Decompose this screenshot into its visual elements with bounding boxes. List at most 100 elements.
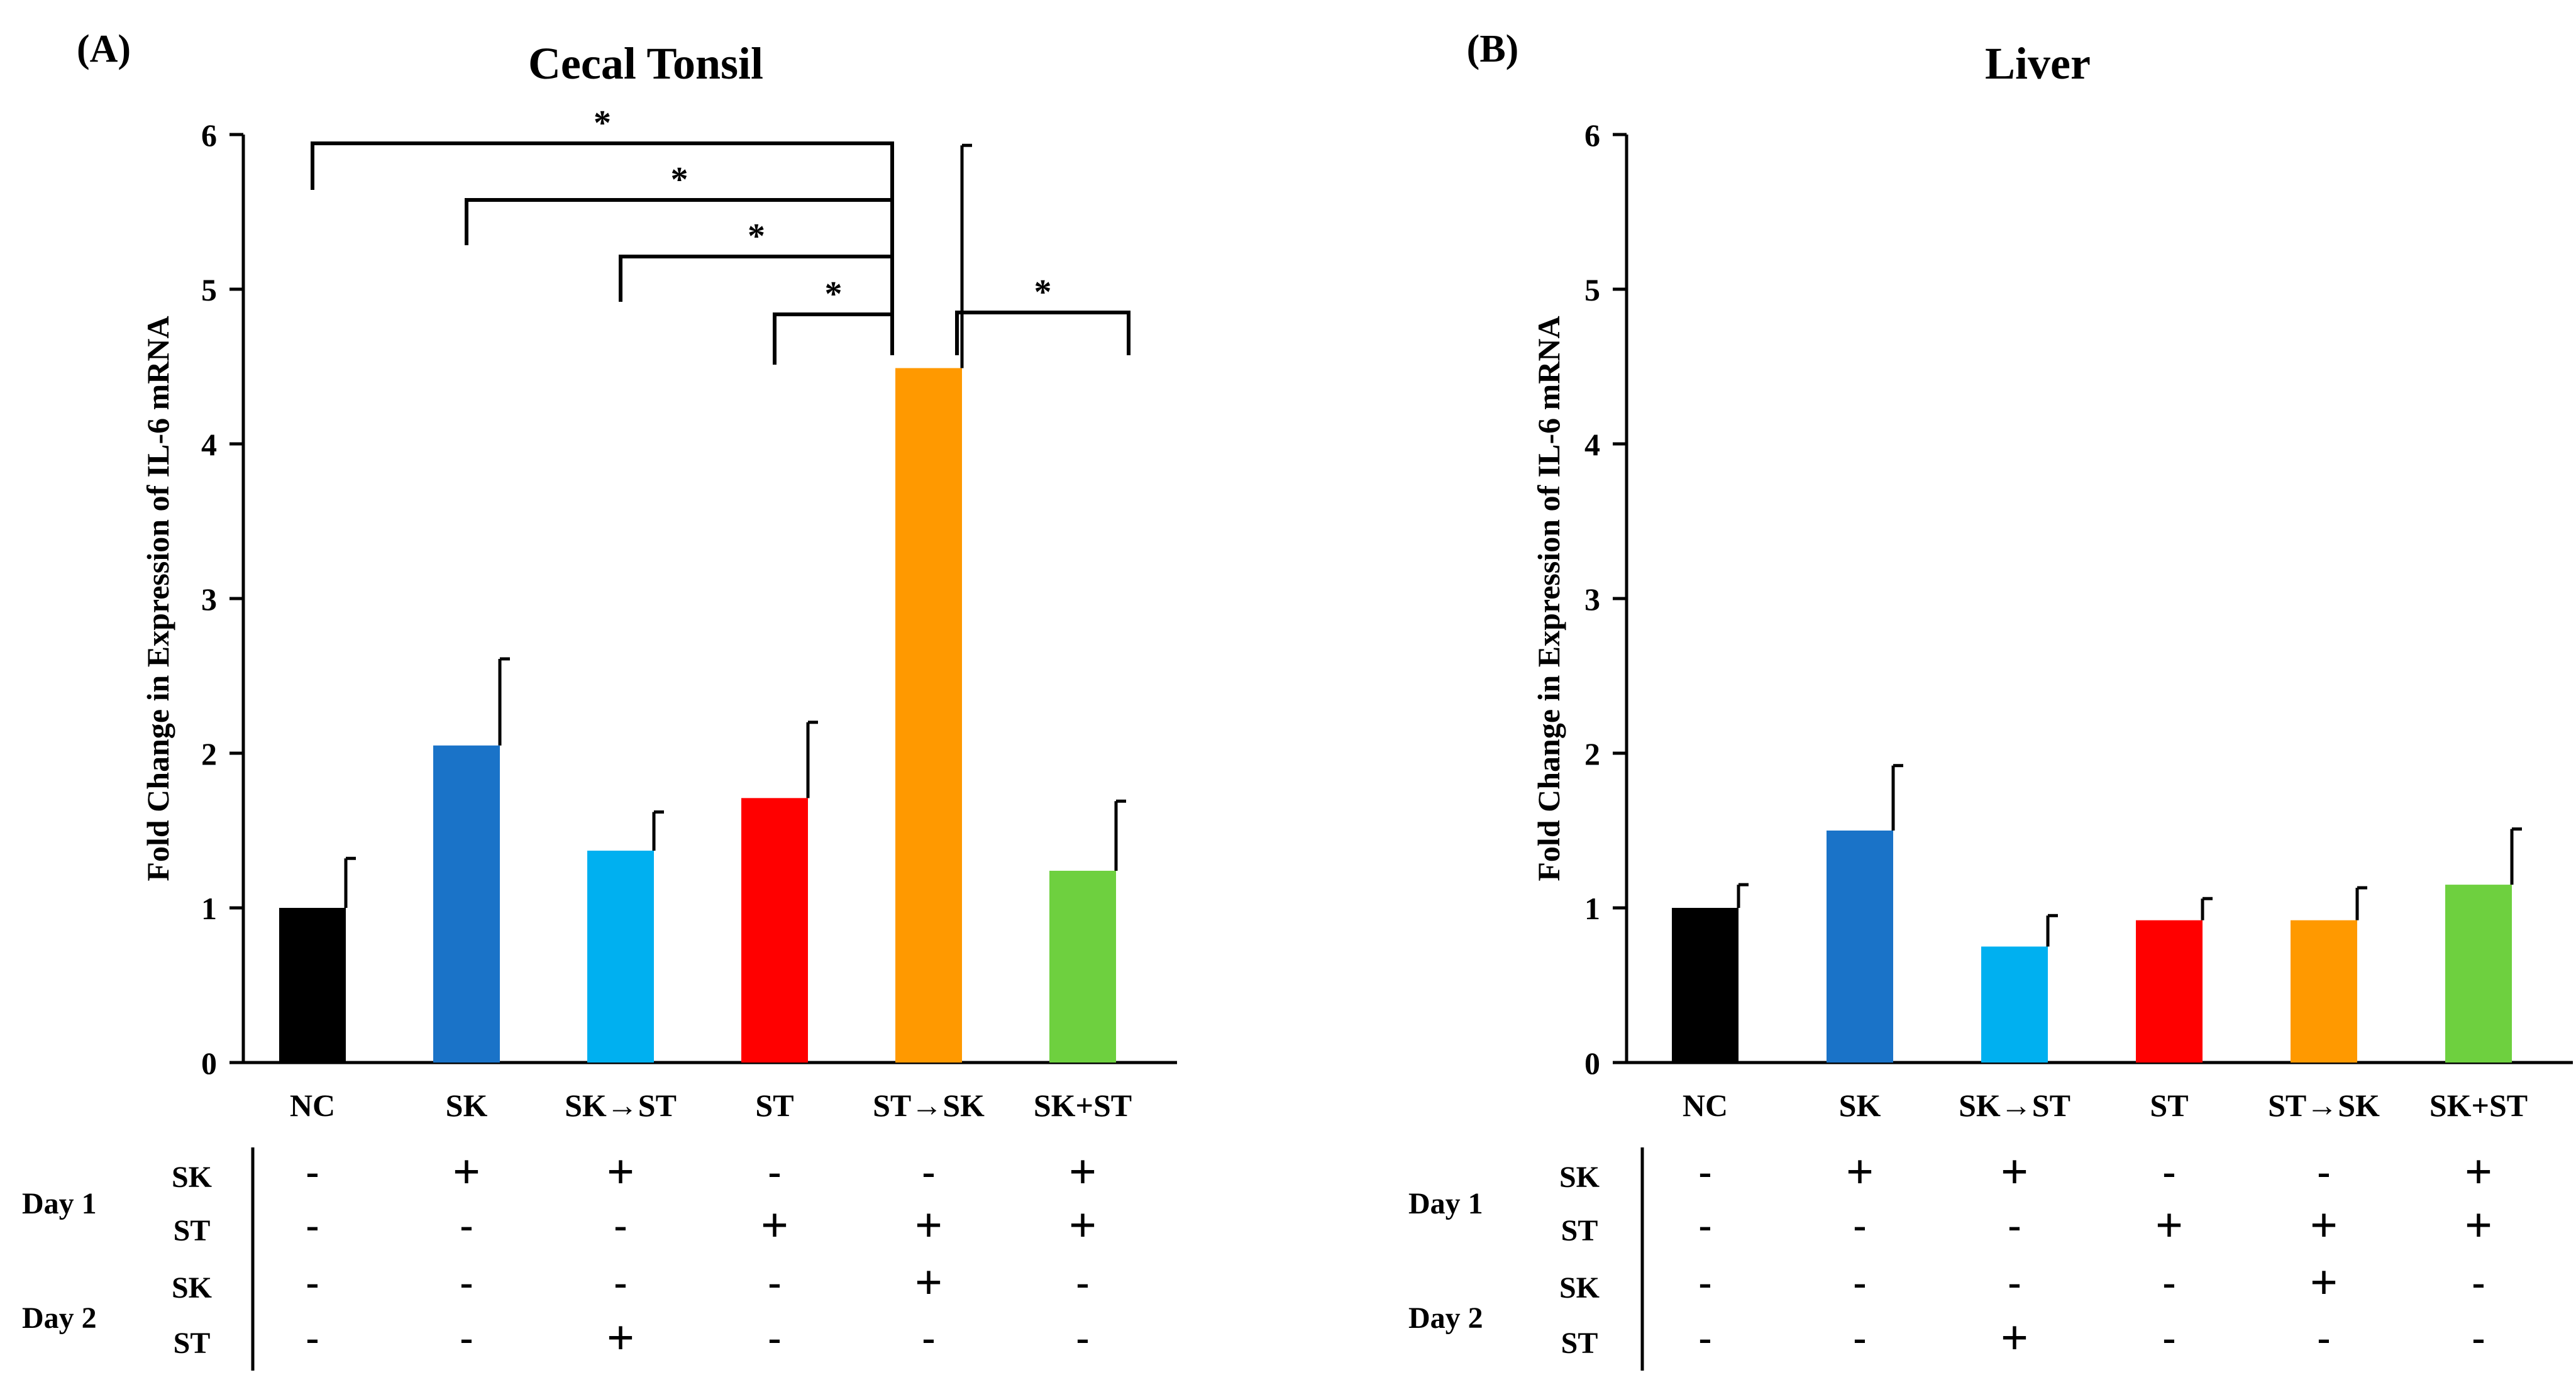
significance-star: * — [594, 104, 611, 143]
treatment-minus: - — [1076, 1261, 1090, 1304]
x-tick-label: NC — [1683, 1088, 1728, 1123]
day-group-label: Day 2 — [1408, 1301, 1483, 1335]
treatment-minus: - — [306, 1317, 319, 1359]
y-tick-label: 5 — [201, 272, 217, 307]
bar-SK+ST — [2445, 885, 2512, 1063]
treatment-row-label: SK — [172, 1161, 212, 1194]
bar-NC — [279, 908, 346, 1063]
y-tick-label: 1 — [201, 891, 217, 926]
treatment-minus: - — [2318, 1151, 2331, 1193]
significance-star: * — [671, 160, 688, 199]
treatment-plus: + — [915, 1198, 943, 1252]
treatment-minus: - — [460, 1204, 473, 1247]
y-tick-label: 0 — [1584, 1046, 1600, 1081]
treatment-minus: - — [2163, 1151, 2176, 1193]
treatment-minus: - — [2008, 1261, 2021, 1304]
treatment-plus: + — [2465, 1144, 2492, 1199]
y-tick-label: 6 — [201, 118, 217, 153]
bar-ST→SK — [895, 368, 962, 1063]
panel-label: (A) — [77, 28, 131, 70]
x-tick-label: ST — [2150, 1088, 2188, 1123]
treatment-minus: - — [1076, 1317, 1090, 1359]
day-group-label: Day 2 — [22, 1301, 97, 1335]
treatment-minus: - — [2318, 1317, 2331, 1359]
y-tick-label: 1 — [1584, 891, 1600, 926]
x-tick-label: SK→ST — [1959, 1088, 2070, 1123]
x-tick-label: ST→SK — [873, 1088, 985, 1123]
treatment-row-label: ST — [174, 1327, 211, 1360]
x-tick-label: SK — [1839, 1088, 1881, 1123]
treatment-minus: - — [460, 1317, 473, 1359]
significance-star: * — [1034, 273, 1052, 312]
treatment-minus: - — [2472, 1261, 2485, 1304]
bar-SK — [433, 745, 500, 1063]
treatment-minus: - — [768, 1151, 782, 1193]
treatment-minus: - — [1854, 1204, 1867, 1247]
treatment-minus: - — [922, 1317, 936, 1359]
treatment-minus: - — [1854, 1261, 1867, 1304]
y-axis-label: Fold Change in Expression of IL-6 mRNA — [1531, 316, 1566, 881]
treatment-minus: - — [1699, 1151, 1712, 1193]
treatment-plus: + — [761, 1198, 788, 1252]
treatment-plus: + — [607, 1144, 634, 1199]
treatment-row-label: ST — [174, 1214, 211, 1247]
panel-label: (B) — [1467, 28, 1519, 70]
bar-ST — [2136, 920, 2203, 1063]
treatment-plus: + — [2465, 1198, 2492, 1252]
x-tick-label: ST — [755, 1088, 793, 1123]
treatment-plus: + — [1846, 1144, 1874, 1199]
treatment-minus: - — [1699, 1261, 1712, 1304]
treatment-plus: + — [2310, 1198, 2338, 1252]
treatment-row-label: SK — [1559, 1271, 1600, 1305]
y-tick-label: 5 — [1584, 272, 1600, 307]
chart-panel-a: (A) Cecal Tonsil Fold Change in Expression… — [22, 28, 1177, 1371]
treatment-minus: - — [1854, 1317, 1867, 1359]
significance-bracket — [955, 311, 1130, 355]
treatment-plus: + — [453, 1144, 480, 1199]
treatment-row-label: SK — [1559, 1161, 1600, 1194]
treatment-minus: - — [2163, 1261, 2176, 1304]
treatment-minus: - — [614, 1261, 627, 1304]
treatment-minus: - — [306, 1151, 319, 1193]
day-group-label: Day 1 — [1408, 1187, 1483, 1220]
treatment-plus: + — [2155, 1198, 2183, 1252]
chart-title: Liver — [1985, 38, 2091, 89]
y-tick-label: 4 — [1584, 427, 1600, 462]
treatment-minus: - — [2163, 1317, 2176, 1359]
bar-NC — [1672, 908, 1739, 1063]
y-tick-label: 3 — [1584, 582, 1600, 617]
y-tick-label: 3 — [201, 582, 217, 617]
bar-SK→ST — [587, 850, 654, 1063]
y-tick-label: 2 — [1584, 736, 1600, 771]
significance-star: * — [825, 275, 843, 314]
treatment-minus: - — [768, 1317, 782, 1359]
x-tick-label: SK→ST — [565, 1088, 677, 1123]
bar-SK — [1827, 831, 1893, 1063]
significance-bracket — [311, 141, 894, 355]
treatment-minus: - — [2008, 1204, 2021, 1247]
treatment-minus: - — [922, 1151, 936, 1193]
treatment-plus: + — [2001, 1310, 2028, 1365]
treatment-plus: + — [2001, 1144, 2028, 1199]
significance-bracket — [773, 312, 894, 365]
day-group-label: Day 1 — [22, 1187, 97, 1220]
y-tick-label: 6 — [1584, 118, 1600, 153]
y-tick-label: 2 — [201, 736, 217, 771]
y-tick-label: 0 — [201, 1046, 217, 1081]
y-tick-label: 4 — [201, 427, 217, 462]
treatment-minus: - — [1699, 1204, 1712, 1247]
treatment-minus: - — [306, 1261, 319, 1304]
treatment-minus: - — [306, 1204, 319, 1247]
treatment-row-label: ST — [1561, 1327, 1598, 1360]
x-tick-label: NC — [290, 1088, 335, 1123]
y-axis-label: Fold Change in Expression of IL-6 mRNA — [140, 316, 175, 881]
treatment-row-label: SK — [172, 1271, 212, 1305]
treatment-minus: - — [460, 1261, 473, 1304]
bar-SK+ST — [1049, 870, 1116, 1063]
treatment-minus: - — [614, 1204, 627, 1247]
treatment-minus: - — [2472, 1317, 2485, 1359]
treatment-minus: - — [1699, 1317, 1712, 1359]
treatment-minus: - — [768, 1261, 782, 1304]
x-tick-label: ST→SK — [2268, 1088, 2380, 1123]
